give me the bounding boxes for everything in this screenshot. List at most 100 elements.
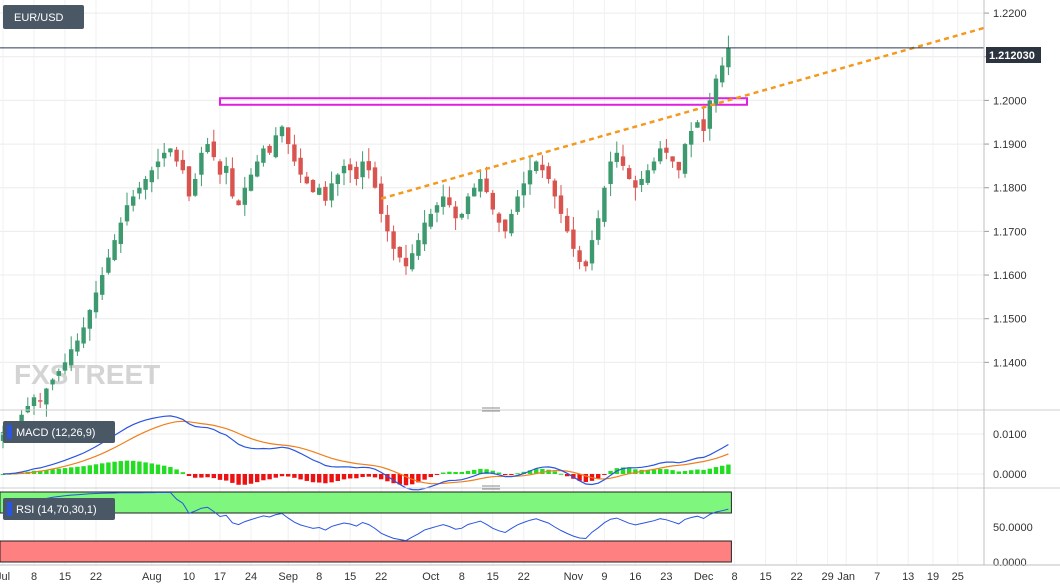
candle-body [372, 167, 378, 188]
candle [317, 183, 322, 196]
candle-body [56, 371, 61, 376]
price-tick-label: 1.1800 [993, 183, 1027, 195]
candle [571, 216, 576, 257]
price-panel: FXSTREET [0, 26, 985, 449]
resize-handle[interactable] [482, 485, 500, 490]
macd-histogram-bar [341, 474, 347, 480]
candle-body [193, 178, 198, 196]
macd-histogram-bar [310, 474, 316, 483]
candle [360, 151, 365, 190]
candle-body [348, 164, 353, 171]
macd-histogram-bar [720, 465, 725, 474]
macd-histogram-bar [354, 474, 359, 479]
candle [211, 129, 216, 161]
candle-body [509, 213, 514, 234]
macd-histogram-bar [695, 469, 700, 474]
macd-histogram-bar [248, 474, 254, 484]
candle-body [298, 157, 303, 175]
macd-histogram-bar [546, 469, 551, 474]
candle-body [261, 148, 266, 163]
candle-body [323, 186, 328, 201]
macd-histogram-bar [422, 474, 427, 480]
macd-histogram-bar [565, 474, 570, 477]
macd-histogram-bar [155, 464, 161, 474]
macd-histogram-bar [69, 467, 74, 474]
candle-body [583, 261, 588, 267]
macd-histogram-bar [0, 474, 6, 475]
candle-body [546, 166, 551, 179]
rsi-tick-label: 0.0000 [993, 557, 1027, 569]
candle [602, 185, 607, 227]
macd-histogram-bar [472, 469, 477, 474]
candle-body [199, 152, 204, 175]
macd-histogram-bar [434, 474, 440, 475]
candle-body [664, 147, 669, 153]
candle-body [651, 161, 657, 171]
macd-histogram-bar [527, 470, 533, 474]
candle-body [38, 400, 43, 402]
macd-histogram-bar [558, 473, 564, 475]
candle-body [44, 388, 49, 405]
candle [335, 173, 340, 196]
macd-histogram-bar [664, 469, 669, 474]
macd-histogram-bar [180, 472, 185, 474]
macd-histogram-bar [81, 466, 86, 474]
macd-histogram-bar [620, 467, 626, 474]
candle [434, 202, 440, 223]
x-tick-label: Jan [837, 571, 855, 583]
candle-body [720, 65, 725, 83]
x-tick-label: 17 [214, 571, 226, 583]
candle-body [279, 126, 285, 137]
candle-body [69, 349, 74, 366]
candle [137, 181, 142, 200]
x-tick-label: 8 [31, 571, 37, 583]
macd-tick-label: 0.0000 [993, 469, 1027, 481]
macd-histogram-bar [137, 461, 142, 474]
candle [372, 161, 378, 189]
candle-body [379, 183, 384, 214]
candle [174, 146, 179, 167]
candle-body [205, 144, 210, 153]
candle [410, 244, 415, 272]
candle-body [391, 231, 396, 249]
x-tick-label: 16 [629, 571, 641, 583]
x-tick-label: 13 [902, 571, 914, 583]
resistance-zone [219, 97, 748, 106]
macd-histogram-bar [323, 474, 328, 484]
candle [416, 233, 421, 260]
x-tick-label: 10 [183, 571, 195, 583]
candle [720, 57, 725, 88]
resize-handle[interactable] [482, 407, 500, 412]
candle-body [149, 170, 154, 183]
candle [168, 148, 173, 157]
candle-body [106, 257, 111, 273]
candle [385, 205, 390, 242]
candle [534, 160, 539, 174]
candle-body [75, 340, 80, 352]
candle [255, 155, 260, 178]
x-tick-label: 22 [518, 571, 530, 583]
x-tick-label: 15 [759, 571, 771, 583]
x-tick-label: 7 [874, 571, 880, 583]
rsi-color-swatch [7, 502, 12, 516]
macd-histogram-bar [441, 472, 446, 474]
candle [87, 308, 92, 341]
candle [38, 392, 43, 409]
macd-histogram-bar [596, 474, 601, 479]
candle-body [267, 145, 272, 153]
candle-body [397, 246, 402, 258]
candle-body [707, 100, 712, 129]
candle [397, 246, 402, 263]
symbol-label: EUR/USD [14, 12, 64, 24]
macd-histogram-bar [372, 474, 378, 478]
candle [348, 158, 353, 183]
macd-histogram-bar [230, 474, 235, 483]
candle [224, 157, 229, 185]
macd-histogram-bar [658, 469, 663, 474]
macd-histogram-bar [397, 474, 402, 485]
macd-histogram-bar [602, 474, 607, 475]
macd-histogram-bar [112, 461, 117, 474]
candle-body [540, 164, 545, 171]
price-tick-label: 1.1700 [993, 226, 1027, 238]
macd-histogram-bar [416, 474, 421, 483]
